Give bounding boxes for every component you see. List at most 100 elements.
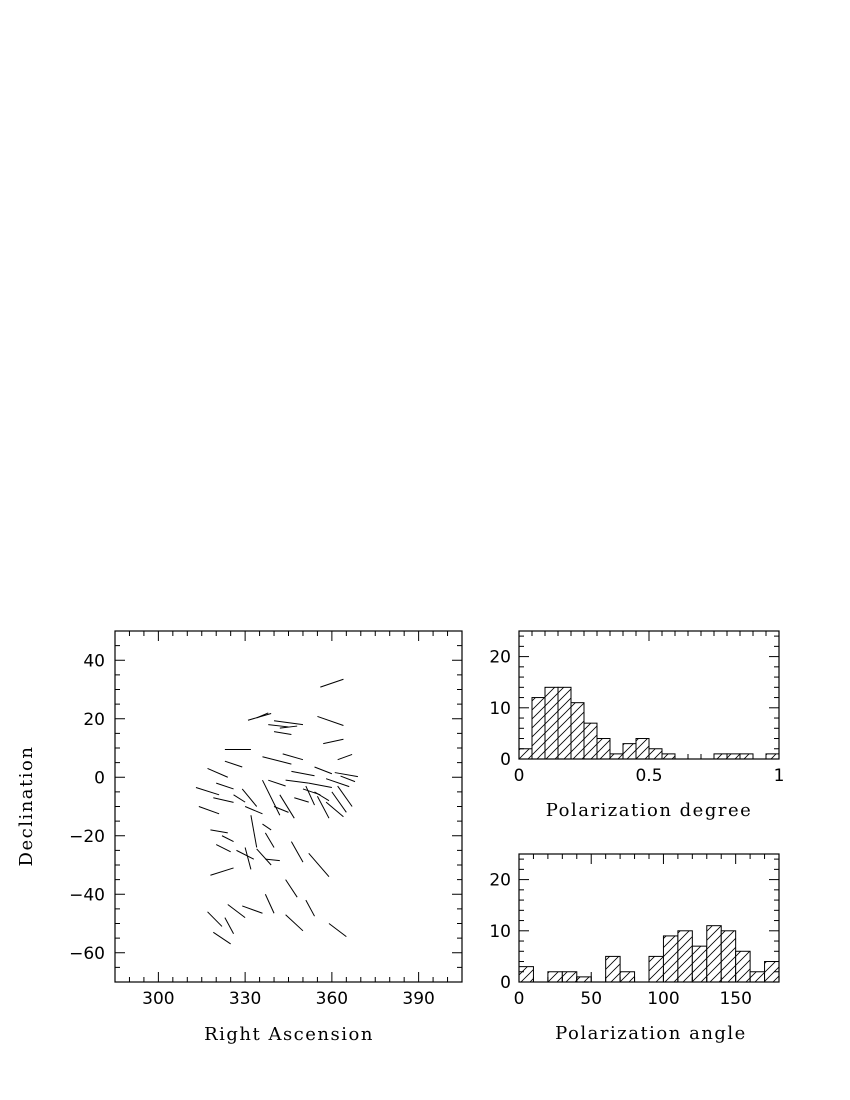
polarization-vector xyxy=(294,797,309,803)
polarization-vector xyxy=(285,779,309,784)
polarization-vector xyxy=(198,806,220,815)
degree-histogram-y-tick-label: 0 xyxy=(500,750,511,770)
degree-histogram-x-tick-label: 1 xyxy=(774,766,785,786)
angle-histogram-x-tick-labels: 0 50 100 150 xyxy=(514,989,752,1009)
polarization-vector xyxy=(331,791,347,813)
polarization-vector xyxy=(290,841,304,863)
vector-map-x-tick-label: 390 xyxy=(402,989,434,1009)
polarization-vector xyxy=(273,720,304,726)
polarization-vector xyxy=(256,848,272,866)
degree-histogram-bar xyxy=(648,748,663,760)
polarization-vector xyxy=(207,768,228,778)
vector-map-y-tick-label: 40 xyxy=(83,651,105,671)
degree-histogram-bar xyxy=(661,753,676,760)
polarization-vector xyxy=(242,905,263,914)
polarization-vector xyxy=(305,899,315,917)
vector-map-ticks xyxy=(114,630,463,983)
degree-histogram-bar xyxy=(765,753,780,760)
polarization-vector xyxy=(210,867,234,876)
degree-histogram-bar xyxy=(557,686,572,760)
vector-map-y-axis-label: Declination xyxy=(16,746,37,867)
angle-histogram-bar xyxy=(605,955,621,983)
degree-histogram-bar xyxy=(570,702,585,760)
polarization-vector xyxy=(285,879,298,898)
polarization-vector xyxy=(216,782,234,790)
angle-histogram-bar xyxy=(662,935,679,983)
polarization-vector xyxy=(308,782,332,788)
angle-histogram-bar xyxy=(749,971,766,983)
degree-histogram-bar xyxy=(739,753,754,760)
angle-histogram-x-tick-label: 50 xyxy=(580,989,602,1009)
degree-histogram-bar xyxy=(544,686,559,760)
polarization-vector xyxy=(224,760,243,768)
polarization-vector xyxy=(195,787,220,796)
vector-map-y-tick-label: 0 xyxy=(94,768,105,788)
polarization-vector xyxy=(207,911,223,927)
polarization-vector xyxy=(262,823,272,831)
vector-map-x-tick-label: 360 xyxy=(316,989,348,1009)
angle-histogram-y-tick-label: 10 xyxy=(489,922,511,942)
polarization-vector xyxy=(279,725,298,729)
polarization-vector xyxy=(320,678,344,688)
polarization-vector xyxy=(337,785,353,807)
polarization-vector xyxy=(340,775,356,783)
polarization-vector xyxy=(213,931,231,945)
polarization-vector xyxy=(221,835,234,843)
polarization-vector xyxy=(285,914,304,932)
degree-histogram-x-axis-label: Polarization degree xyxy=(546,800,753,821)
polarization-vector xyxy=(213,797,234,803)
degree-histogram-bar xyxy=(713,753,728,760)
polarization-vector xyxy=(273,806,289,813)
polarization-vector xyxy=(268,779,286,787)
polarization-vector xyxy=(236,849,255,860)
polarization-vector xyxy=(250,815,258,848)
polarization-vector xyxy=(227,904,246,919)
vector-map-frame xyxy=(114,630,463,983)
angle-histogram-bar xyxy=(677,930,693,983)
polarization-vector xyxy=(264,832,275,848)
vector-map-x-tick-label: 330 xyxy=(229,989,261,1009)
degree-histogram-x-tick-labels: 0 0.5 1 xyxy=(514,766,785,786)
polarization-vector xyxy=(291,770,315,777)
vector-map-y-tick-label: −40 xyxy=(69,885,105,905)
vector-map-y-tick-label: −60 xyxy=(69,944,105,964)
polarization-vector xyxy=(210,829,228,834)
polarization-vector xyxy=(241,788,258,807)
vector-map-x-tick-labels: 300 330 360 390 xyxy=(142,989,435,1009)
polarization-vector xyxy=(262,779,281,816)
vector-map-y-tick-label: −20 xyxy=(69,827,105,847)
vector-map-y-tick-labels: 40 20 0 −20 −40 −60 xyxy=(69,651,105,964)
angle-histogram-bar xyxy=(691,945,708,983)
polarization-vector xyxy=(314,766,333,775)
polarization-vector xyxy=(325,801,344,818)
polarization-vector xyxy=(323,738,344,745)
polarization-vector xyxy=(265,858,280,862)
polarization-vector xyxy=(264,894,275,914)
polarization-vector xyxy=(215,844,231,853)
degree-histogram-bars xyxy=(518,686,780,760)
angle-histogram-bar xyxy=(706,925,722,983)
degree-histogram-bar xyxy=(583,722,598,760)
degree-histogram-bar xyxy=(622,743,637,760)
polarization-vector xyxy=(262,756,292,765)
polarization-vector xyxy=(334,772,358,778)
angle-histogram-bar xyxy=(547,971,563,983)
vector-map-x-tick-label: 300 xyxy=(142,989,174,1009)
angle-histogram-bar xyxy=(648,955,664,983)
polarization-vector xyxy=(308,852,330,878)
polarization-vector xyxy=(233,794,246,803)
polarization-vector xyxy=(273,731,292,736)
vector-map-x-axis-label: Right Ascension xyxy=(204,1024,374,1045)
angle-histogram-x-axis-label: Polarization angle xyxy=(555,1023,747,1044)
angle-histogram-x-tick-label: 0 xyxy=(514,989,525,1009)
polarization-vector xyxy=(279,794,295,819)
degree-histogram-bar xyxy=(596,738,611,760)
polarization-vector-map: 300 330 360 390 40 20 0 −20 −40 −60 Right Ascens… xyxy=(16,630,463,1045)
polarization-vector xyxy=(244,806,263,815)
degree-histogram-y-tick-label: 10 xyxy=(489,699,511,719)
angle-histogram-bars xyxy=(518,925,780,983)
polarization-vector xyxy=(316,796,330,819)
degree-histogram-bar xyxy=(531,697,546,760)
